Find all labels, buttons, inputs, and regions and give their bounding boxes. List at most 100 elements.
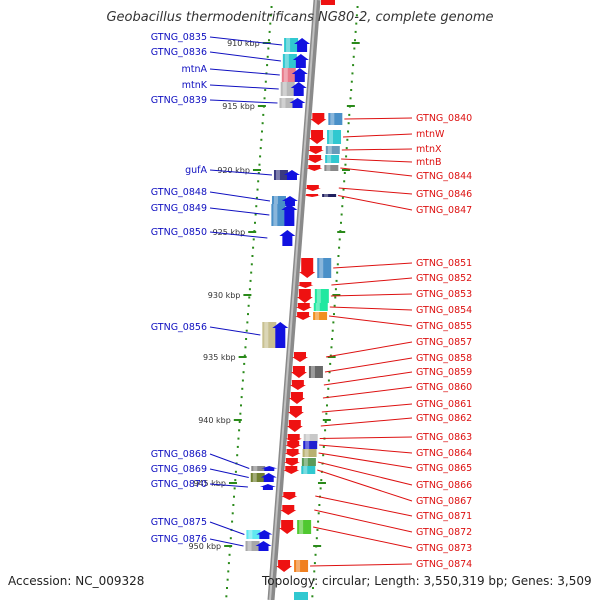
reverse-gene-arrow bbox=[309, 130, 326, 144]
kbp-tick-mark bbox=[341, 169, 350, 171]
right-gene-connector bbox=[319, 444, 413, 454]
right-gene-connector bbox=[341, 158, 413, 163]
track-dot-right bbox=[354, 30, 357, 33]
reverse-gene-arrow bbox=[285, 434, 302, 443]
track-dot-left bbox=[233, 487, 236, 490]
left-gene-connector bbox=[209, 68, 280, 76]
track-dot-right bbox=[346, 130, 349, 133]
kbp-tick-mark bbox=[327, 356, 336, 358]
track-dot-left bbox=[249, 279, 252, 282]
left-gene-label: GTNG_0836 bbox=[151, 47, 207, 58]
track-dot-left bbox=[243, 362, 246, 365]
right-gene-label: GTNG_0865 bbox=[416, 463, 472, 474]
left-gene-connector bbox=[209, 36, 283, 46]
track-dot-right bbox=[329, 354, 332, 357]
track-dot-left bbox=[248, 288, 251, 291]
gene-color-box-shine bbox=[299, 520, 304, 534]
right-gene-connector bbox=[317, 469, 413, 502]
track-dot-right bbox=[347, 122, 350, 125]
kbp-tick-mark bbox=[351, 42, 360, 44]
forward-gene-arrow bbox=[281, 196, 298, 206]
gene-color-box-shine bbox=[303, 458, 308, 466]
gene-color-box bbox=[282, 54, 297, 68]
track-dot-left bbox=[237, 437, 240, 440]
kbp-tick-mark bbox=[252, 169, 261, 171]
right-gene-connector bbox=[331, 277, 413, 286]
forward-gene-arrow bbox=[279, 230, 296, 246]
track-dot-right bbox=[341, 196, 344, 199]
track-dot-right bbox=[315, 537, 318, 540]
gene-color-box bbox=[271, 196, 286, 206]
right-gene-label: GTNG_0873 bbox=[416, 543, 472, 554]
track-dot-right bbox=[320, 479, 323, 482]
left-gene-label: GTNG_0876 bbox=[151, 534, 207, 545]
track-dot-left bbox=[241, 387, 244, 390]
right-gene-label: GTNG_0864 bbox=[416, 448, 472, 459]
left-gene-label: GTNG_0856 bbox=[151, 322, 207, 333]
track-dot-right bbox=[327, 379, 330, 382]
right-gene-connector bbox=[317, 461, 413, 486]
kbp-tick-label: 910 kbp bbox=[227, 39, 260, 48]
kbp-tick-label: 945 kbp bbox=[193, 479, 226, 488]
reverse-gene-arrow bbox=[292, 352, 309, 362]
kbp-tick-label: 950 kbp bbox=[189, 542, 222, 551]
gene-color-box-shine bbox=[286, 38, 291, 52]
kbp-tick-mark bbox=[233, 419, 242, 421]
track-dot-left bbox=[250, 263, 253, 266]
track-dot-left bbox=[232, 495, 235, 498]
track-dot-left bbox=[234, 479, 237, 482]
reverse-gene-arrow bbox=[290, 366, 307, 378]
gene-color-box-shine bbox=[296, 560, 301, 572]
right-gene-connector bbox=[330, 293, 413, 297]
track-dot-right bbox=[331, 338, 334, 340]
right-gene-connector bbox=[320, 417, 413, 427]
track-dot-right bbox=[327, 387, 330, 390]
track-dot-right bbox=[330, 346, 333, 349]
gene-color-box bbox=[301, 458, 316, 466]
gene-color-box-shine bbox=[324, 194, 329, 197]
gene-color-box bbox=[280, 82, 295, 96]
gene-color-box-shine bbox=[264, 322, 269, 348]
track-dot-right bbox=[341, 205, 344, 208]
right-gene-connector bbox=[343, 133, 413, 138]
forward-gene-arrow bbox=[260, 473, 277, 482]
kbp-tick-label: 930 kbp bbox=[208, 291, 241, 300]
track-dot-left bbox=[254, 213, 257, 216]
track-dot-left bbox=[268, 30, 271, 33]
gene-color-box-shine bbox=[273, 204, 278, 226]
track-dot-left bbox=[225, 587, 228, 589]
track-dot-left bbox=[260, 138, 263, 141]
kbp-tick-mark bbox=[346, 105, 355, 107]
reverse-gene-arrow bbox=[288, 392, 305, 404]
right-gene-connector bbox=[325, 341, 413, 358]
track-dot-left bbox=[251, 255, 254, 257]
right-gene-connector bbox=[310, 563, 413, 567]
figure-title: Geobacillus thermodenitrificans NG80-2, … bbox=[106, 10, 494, 25]
gene-color-box-shine bbox=[282, 82, 287, 96]
forward-gene-arrow bbox=[255, 541, 272, 551]
kbp-tick-mark bbox=[337, 231, 346, 233]
right-gene-label: GTNG_0844 bbox=[416, 171, 472, 182]
gene-color-box-shine bbox=[329, 130, 334, 144]
bottom-edge-cyan-gene bbox=[294, 592, 308, 600]
gene-color-box-shine bbox=[273, 196, 278, 206]
track-dot-right bbox=[312, 578, 315, 581]
gene-color-box bbox=[294, 560, 309, 572]
left-gene-connector bbox=[209, 468, 249, 478]
right-gene-connector bbox=[344, 117, 413, 120]
track-dot-right bbox=[338, 246, 341, 249]
track-dot-left bbox=[231, 512, 234, 515]
right-gene-connector bbox=[318, 452, 413, 469]
track-dot-left bbox=[259, 147, 262, 150]
kbp-tick-mark bbox=[248, 231, 257, 233]
gene-color-box-shine bbox=[284, 54, 289, 68]
track-dot-right bbox=[345, 147, 348, 150]
track-dot-left bbox=[247, 304, 250, 307]
track-dot-right bbox=[352, 55, 355, 58]
track-dot-right bbox=[337, 255, 340, 257]
track-dot-left bbox=[231, 520, 234, 523]
right-gene-label: GTNG_0859 bbox=[416, 367, 472, 378]
right-gene-label: GTNG_0853 bbox=[416, 289, 472, 300]
reverse-gene-arrow bbox=[289, 380, 306, 390]
track-dot-right bbox=[313, 570, 316, 573]
